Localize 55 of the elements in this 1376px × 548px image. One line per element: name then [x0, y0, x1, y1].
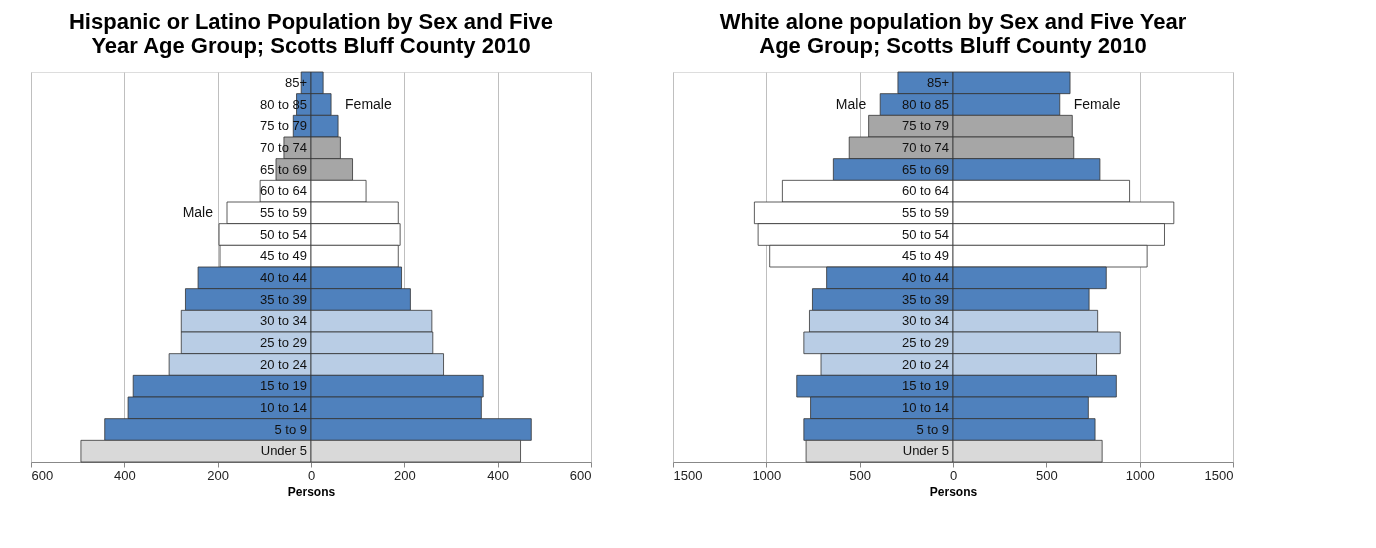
series-label: Male	[182, 203, 214, 220]
y-tick-label: 35 to 39	[902, 291, 949, 307]
y-tick-label: 20 to 24	[260, 356, 307, 372]
series-label: Female	[1073, 95, 1121, 112]
y-tick-label: Under 5	[902, 443, 949, 459]
x-tick-label: 0	[949, 467, 958, 483]
y-tick-label: 15 to 19	[260, 378, 307, 394]
y-tick-label: 65 to 69	[902, 161, 949, 177]
y-tick-label: 85+	[926, 74, 949, 90]
y-tick-label: 50 to 54	[260, 226, 307, 242]
y-tick-label: 55 to 59	[260, 204, 307, 220]
x-tick-label: 200	[393, 467, 416, 483]
y-tick-label: 25 to 29	[260, 334, 307, 350]
x-tick-label: 600	[569, 467, 592, 483]
y-tick-label: 45 to 49	[260, 248, 307, 264]
x-tick-label: 600	[31, 467, 54, 483]
y-tick-label: 10 to 14	[260, 399, 307, 415]
y-tick-label: 55 to 59	[902, 204, 949, 220]
y-tick-label: 65 to 69	[260, 161, 307, 177]
x-tick-label: 400	[487, 467, 510, 483]
y-tick-label: 10 to 14	[902, 399, 949, 415]
x-tick-label: 0	[307, 467, 316, 483]
series-label: Male	[835, 95, 867, 112]
x-tick-label: 1500	[673, 467, 703, 483]
y-tick-label: 75 to 79	[902, 118, 949, 134]
x-tick-label: 1500	[1204, 467, 1234, 483]
y-tick-label: 30 to 34	[902, 313, 949, 329]
chart-title: White alone population by Sex and Five Year Age Group; Scotts Bluff County 2010	[719, 8, 1187, 58]
x-tick-label: 200	[207, 467, 230, 483]
x-tick-label: 1000	[1125, 467, 1155, 483]
x-axis-title: Persons	[287, 484, 336, 499]
y-tick-label: 75 to 79	[260, 118, 307, 134]
x-tick-label: 500	[1035, 467, 1058, 483]
chart-title: Hispanic or Latino Population by Sex and Five Year Age Group; Scotts Bluff County 2010	[68, 8, 554, 58]
y-tick-label: 50 to 54	[902, 226, 949, 242]
y-tick-label: 70 to 74	[902, 139, 949, 155]
y-tick-label: 20 to 24	[902, 356, 949, 372]
x-tick-label: 500	[849, 467, 872, 483]
x-tick-label: 400	[113, 467, 136, 483]
y-tick-label: Under 5	[260, 443, 307, 459]
y-tick-label: 80 to 85	[902, 96, 949, 112]
y-tick-label: 60 to 64	[902, 183, 949, 199]
y-tick-label: 5 to 9	[274, 421, 307, 437]
y-tick-label: 25 to 29	[902, 334, 949, 350]
y-tick-label: 40 to 44	[902, 269, 949, 285]
y-tick-label: 15 to 19	[902, 378, 949, 394]
x-axis-title: Persons	[929, 484, 978, 499]
y-tick-label: 45 to 49	[902, 248, 949, 264]
y-tick-label: 40 to 44	[260, 269, 307, 285]
y-tick-label: 60 to 64	[260, 183, 307, 199]
y-tick-label: 35 to 39	[260, 291, 307, 307]
x-tick-label: 1000	[752, 467, 782, 483]
y-tick-label: 30 to 34	[260, 313, 307, 329]
series-label: Female	[345, 95, 392, 112]
y-tick-label: 5 to 9	[916, 421, 949, 437]
